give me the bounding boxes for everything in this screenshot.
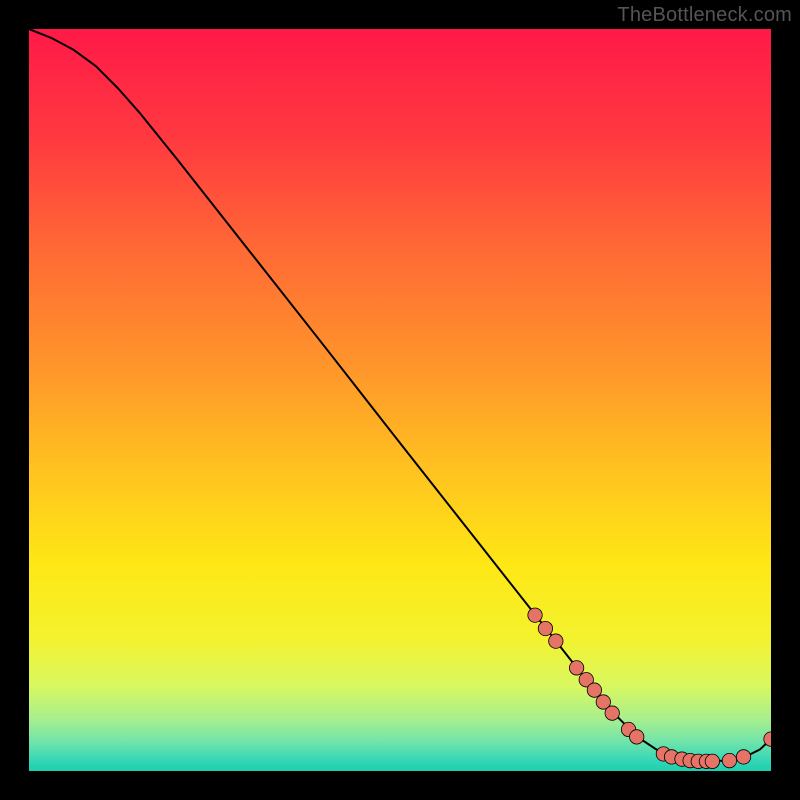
data-marker xyxy=(587,683,601,697)
bottleneck-chart xyxy=(29,29,771,771)
gradient-background xyxy=(29,29,771,771)
data-marker xyxy=(549,634,563,648)
data-marker xyxy=(569,661,583,675)
data-marker xyxy=(630,730,644,744)
data-marker xyxy=(722,753,736,767)
data-marker xyxy=(605,706,619,720)
data-marker xyxy=(705,754,719,768)
data-marker xyxy=(528,608,542,622)
data-marker xyxy=(538,621,552,635)
watermark-label: TheBottleneck.com xyxy=(617,4,792,27)
data-marker xyxy=(736,750,750,764)
chart-stage: TheBottleneck.com xyxy=(0,0,800,800)
